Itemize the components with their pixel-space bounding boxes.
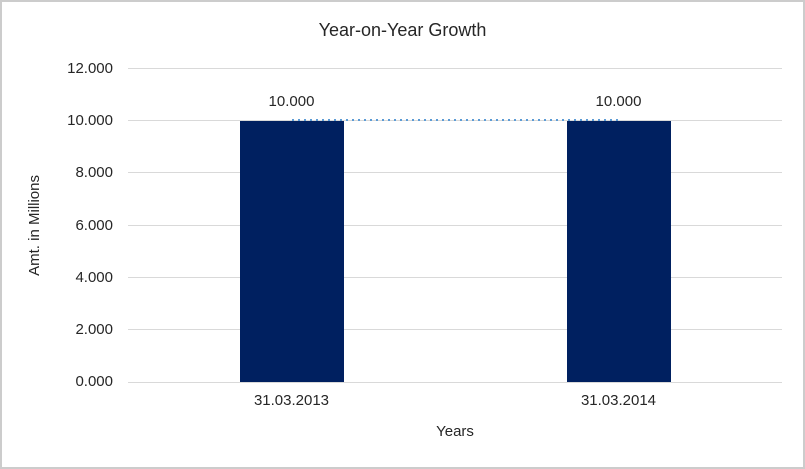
trendline-dotted (291, 119, 619, 122)
bar-value-label: 10.000 (268, 93, 315, 111)
y-tick-label: 10.000 (67, 112, 113, 130)
bar-value-label: 10.000 (595, 93, 642, 111)
plot-area: 10.000 31.03.2013 10.000 31.03.2014 (128, 68, 782, 409)
y-tick-label: 0.000 (75, 373, 113, 390)
y-tick-label: 8.000 (75, 164, 113, 182)
bar-31.03.2014 (566, 121, 671, 382)
gridline (128, 382, 782, 383)
gridline (128, 224, 782, 226)
gridline (128, 328, 782, 330)
y-tick-label: 4.000 (75, 268, 113, 286)
gridline (128, 276, 782, 278)
x-category-label: 31.03.2013 (253, 392, 330, 409)
y-tick-label: 6.000 (75, 216, 113, 234)
bar-31.03.2013 (239, 121, 344, 382)
y-tick-label: 12.000 (67, 60, 113, 77)
gridline (128, 68, 782, 69)
y-tick-label: 2.000 (75, 320, 113, 338)
chart-title: Year-on-Year Growth (318, 20, 487, 40)
x-axis-title: Years (436, 423, 474, 440)
x-category-label: 31.03.2014 (580, 392, 657, 409)
y-axis-tick-labels: 0.000 2.000 4.000 6.000 8.000 10.000 12.000 (2, 60, 113, 390)
gridline (128, 172, 782, 174)
